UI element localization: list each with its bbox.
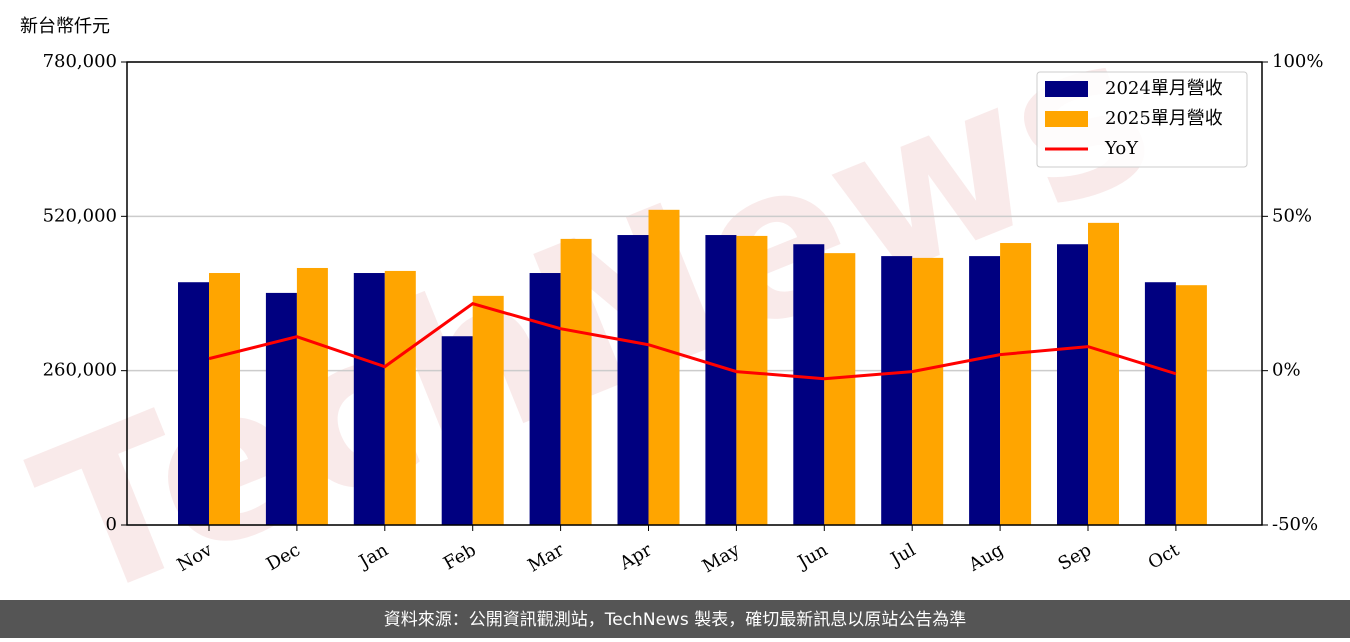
- bar: [1000, 243, 1032, 526]
- legend-swatch: [1045, 81, 1088, 97]
- legend-label: 2024單月營收: [1105, 78, 1223, 99]
- bar: [736, 235, 768, 525]
- bar: [209, 273, 240, 525]
- bar: [969, 256, 1001, 525]
- bar: [178, 282, 209, 525]
- y2-tick-label: 0%: [1272, 360, 1301, 381]
- bar: [353, 273, 385, 525]
- x-tick-label: Apr: [615, 539, 655, 574]
- bar: [1088, 222, 1119, 525]
- bar: [384, 270, 416, 525]
- legend: 2024單月營收 2025單月營收 YoY: [1036, 71, 1248, 168]
- y-tick-label: 520,000: [43, 205, 117, 226]
- bar: [560, 238, 592, 525]
- legend-box: [1036, 71, 1248, 168]
- y-tick-label: 780,000: [43, 51, 117, 72]
- x-tick-label: Jun: [793, 539, 832, 574]
- y-axis-label: 新台幣仟元: [20, 16, 110, 37]
- bar: [1057, 244, 1088, 525]
- bar: [912, 257, 944, 525]
- x-tick-label: Oct: [1145, 539, 1184, 574]
- bar: [472, 295, 504, 525]
- bar: [1175, 285, 1207, 525]
- legend-label: 2025單月營收: [1105, 108, 1223, 129]
- x-tick-label: Feb: [440, 539, 480, 574]
- footer-bar: [0, 600, 1350, 638]
- legend-swatch: [1045, 111, 1088, 127]
- bar: [529, 273, 561, 525]
- bar: [705, 235, 737, 525]
- bar: [265, 292, 297, 525]
- y-tick-label: 0: [106, 514, 117, 535]
- y2-tick-label: -50%: [1272, 514, 1318, 535]
- x-tick-label: Mar: [524, 539, 568, 576]
- bar: [824, 253, 856, 525]
- bar: [648, 209, 680, 526]
- bar: [1144, 282, 1176, 525]
- bar: [617, 235, 649, 525]
- bar: [296, 267, 328, 525]
- bar: [881, 256, 913, 525]
- bar: [441, 336, 473, 525]
- legend-label: YoY: [1104, 138, 1139, 159]
- bar: [793, 244, 825, 525]
- x-tick-label: Aug: [964, 539, 1007, 576]
- y-tick-label: 260,000: [43, 360, 117, 381]
- x-tick-label: May: [699, 539, 744, 577]
- y2-tick-label: 50%: [1272, 205, 1312, 226]
- plot-frame: [126, 61, 1263, 526]
- y2-tick-label: 100%: [1272, 51, 1323, 72]
- yoy-line: [208, 302, 1177, 381]
- footer: 資料來源：公開資訊觀測站，TechNews 製表，確切最新訊息以原站公告為準: [384, 610, 966, 630]
- x-tick-label: Jul: [886, 539, 920, 571]
- x-tick-label: Jan: [354, 539, 392, 573]
- x-tick-label: Sep: [1055, 539, 1095, 574]
